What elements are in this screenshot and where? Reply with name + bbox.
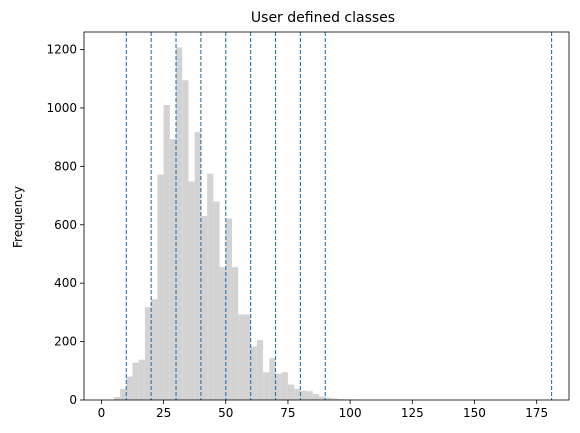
histogram-bar [138, 359, 145, 400]
histogram-bar [294, 388, 301, 400]
x-tick-label: 150 [463, 406, 486, 420]
y-tick-label: 800 [54, 159, 77, 173]
y-tick-label: 400 [54, 276, 77, 290]
histogram-bar [287, 384, 295, 400]
histogram-bar [300, 390, 307, 400]
histogram-bar [120, 388, 127, 400]
histogram-bar [331, 398, 338, 400]
histogram-bar [231, 267, 239, 400]
histogram-bar [151, 299, 158, 400]
y-axis-ticks: 0 200 400 600 800 1000 1200 [46, 43, 84, 407]
histogram-bar [132, 362, 139, 400]
histogram-bar [337, 399, 344, 400]
x-tick-label: 100 [339, 406, 362, 420]
y-tick-label: 1000 [46, 101, 77, 115]
y-axis-label: Frequency [11, 186, 25, 248]
histogram-bar [126, 376, 133, 400]
histogram-bar [200, 216, 208, 400]
histogram-bar [263, 372, 270, 400]
y-tick-label: 0 [69, 393, 77, 407]
histogram-bar [225, 218, 232, 400]
histogram-bar [188, 181, 195, 400]
histogram-bar [219, 267, 226, 400]
histogram-bar [238, 314, 245, 400]
histogram-bar [113, 397, 121, 400]
histogram-bar [182, 80, 189, 400]
x-tick-label: 50 [218, 406, 233, 420]
plot-frame [83, 31, 570, 401]
chart-title: User defined classes [251, 10, 395, 26]
x-tick-label: 75 [280, 406, 295, 420]
histogram-bar [312, 394, 320, 400]
histogram-bar [157, 174, 164, 400]
x-tick-label: 175 [525, 406, 548, 420]
x-tick-label: 125 [401, 406, 424, 420]
histogram-bar [194, 132, 201, 400]
histogram-bar [144, 307, 152, 400]
x-axis-ticks: 0 25 50 75 100 125 150 175 [98, 400, 548, 420]
x-tick-label: 25 [156, 406, 171, 420]
histogram-bar [244, 314, 251, 400]
histogram-bar [256, 340, 264, 400]
class-break-lines [125, 32, 553, 400]
histogram-bars [113, 47, 363, 401]
histogram-bar [207, 173, 214, 400]
histogram-bar [213, 201, 220, 400]
histogram-bar [176, 47, 183, 400]
histogram-bar [325, 397, 332, 400]
histogram-bar [275, 373, 282, 400]
histogram-bar [250, 346, 257, 400]
histogram-bar [269, 358, 276, 400]
histogram-bar [163, 105, 170, 401]
histogram-bar [306, 391, 313, 400]
histogram-bar [169, 139, 177, 400]
histogram-bar [319, 396, 326, 400]
histogram-bar [281, 372, 288, 400]
x-tick-label: 0 [98, 406, 106, 420]
y-tick-label: 200 [54, 335, 77, 349]
y-tick-label: 600 [54, 218, 77, 232]
y-tick-label: 1200 [46, 43, 77, 57]
